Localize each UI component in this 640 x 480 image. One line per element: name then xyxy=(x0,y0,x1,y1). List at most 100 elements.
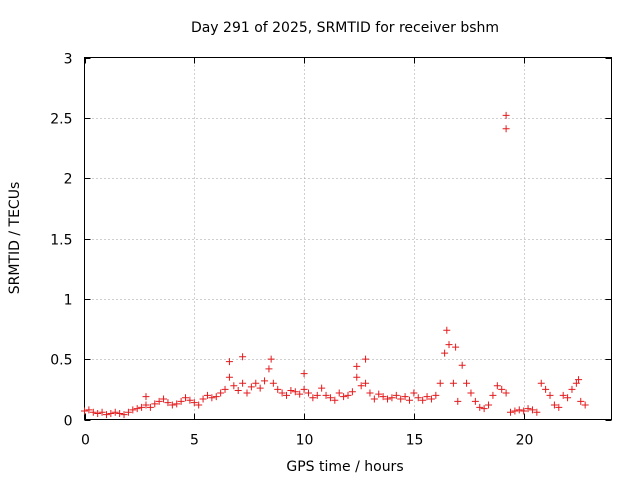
data-point xyxy=(81,407,88,415)
data-point xyxy=(322,391,330,399)
data-point xyxy=(168,401,176,409)
data-point xyxy=(173,400,181,408)
y-tick-label: 0 xyxy=(64,414,73,430)
data-point xyxy=(348,388,356,396)
data-point xyxy=(331,396,339,404)
data-point xyxy=(401,393,409,401)
data-point xyxy=(283,391,291,399)
data-point xyxy=(300,370,308,378)
data-point xyxy=(102,411,110,419)
data-point xyxy=(441,349,449,357)
y-tick-label: 0.5 xyxy=(50,353,72,369)
data-point xyxy=(142,401,150,409)
y-tick-label: 2.5 xyxy=(50,112,72,128)
data-point xyxy=(362,355,370,363)
data-point xyxy=(362,379,370,387)
data-point xyxy=(502,389,510,397)
data-point xyxy=(129,406,137,414)
data-point xyxy=(274,385,282,393)
data-point xyxy=(186,396,194,404)
data-point xyxy=(190,399,198,407)
data-point xyxy=(564,394,572,402)
data-point xyxy=(120,411,128,419)
data-point xyxy=(313,391,321,399)
data-point xyxy=(340,393,348,401)
data-point xyxy=(195,401,203,409)
data-point xyxy=(353,373,361,381)
data-point xyxy=(423,393,431,401)
data-point xyxy=(502,111,510,119)
data-point xyxy=(243,389,251,397)
data-point xyxy=(452,343,460,351)
data-point xyxy=(142,393,150,401)
data-point xyxy=(485,401,493,409)
x-tick-label: 15 xyxy=(406,433,424,449)
data-point xyxy=(111,408,119,416)
data-point xyxy=(133,405,141,413)
data-point xyxy=(124,408,132,416)
data-point xyxy=(458,361,466,369)
data-point xyxy=(265,365,273,373)
data-point xyxy=(318,384,326,392)
data-point xyxy=(493,382,501,390)
data-point xyxy=(454,397,462,405)
data-point xyxy=(379,393,387,401)
data-point xyxy=(410,389,418,397)
data-point xyxy=(397,395,405,403)
data-point xyxy=(511,407,519,415)
y-tick-label: 1.5 xyxy=(50,233,72,249)
data-point xyxy=(177,397,185,405)
data-point xyxy=(261,377,269,385)
data-point xyxy=(489,391,497,399)
data-point xyxy=(572,379,580,387)
data-point xyxy=(89,408,97,416)
data-point xyxy=(546,391,554,399)
data-point xyxy=(353,362,361,370)
data-point xyxy=(344,391,352,399)
chart-title: Day 291 of 2025, SRMTID for receiver bsh… xyxy=(191,20,499,36)
data-point xyxy=(575,376,583,384)
data-point xyxy=(309,394,317,402)
series-srmtid xyxy=(81,111,589,419)
data-point xyxy=(234,387,242,395)
data-point xyxy=(427,395,435,403)
data-point xyxy=(300,385,308,393)
data-point xyxy=(537,379,545,387)
data-point xyxy=(203,391,211,399)
data-point xyxy=(471,397,479,405)
data-point xyxy=(528,406,536,414)
y-tick-label: 1 xyxy=(64,293,73,309)
data-point xyxy=(533,408,541,416)
data-point xyxy=(221,385,229,393)
data-point xyxy=(278,389,286,397)
data-point xyxy=(436,379,444,387)
data-point xyxy=(155,397,163,405)
data-point xyxy=(366,389,374,397)
data-point xyxy=(392,391,400,399)
data-point xyxy=(225,358,233,366)
data-points xyxy=(81,111,589,419)
data-point xyxy=(520,407,528,415)
data-point xyxy=(256,384,264,392)
data-point xyxy=(151,400,159,408)
data-point xyxy=(304,389,312,397)
data-point xyxy=(414,394,422,402)
data-point xyxy=(502,125,510,133)
data-point xyxy=(160,395,168,403)
data-point xyxy=(357,382,365,390)
data-point xyxy=(247,383,255,391)
data-point xyxy=(164,399,172,407)
data-point xyxy=(138,403,146,411)
data-point xyxy=(555,403,563,411)
data-point xyxy=(267,355,275,363)
data-point xyxy=(515,406,523,414)
data-point xyxy=(467,389,475,397)
data-point xyxy=(463,379,471,387)
y-tick-label: 2 xyxy=(64,172,73,188)
data-point xyxy=(291,388,299,396)
data-point xyxy=(432,391,440,399)
data-point xyxy=(388,394,396,402)
y-axis-label: SRMTID / TECUs xyxy=(7,182,23,295)
data-point xyxy=(252,379,260,387)
